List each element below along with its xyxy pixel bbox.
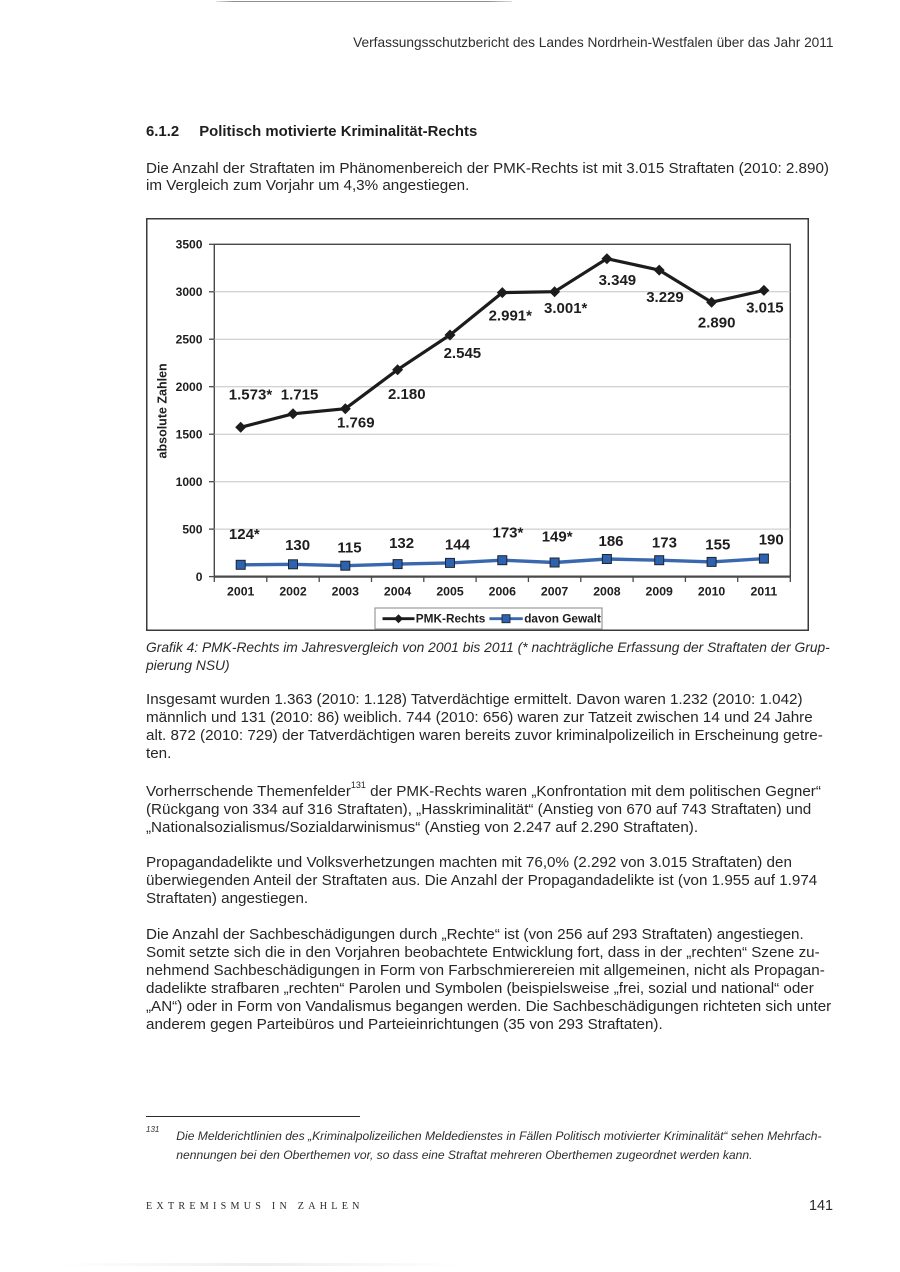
svg-text:1500: 1500 (176, 428, 203, 442)
svg-text:absolute Zahlen: absolute Zahlen (156, 363, 170, 458)
svg-text:2009: 2009 (646, 585, 674, 599)
svg-text:PMK-Rechts: PMK-Rechts (416, 612, 486, 626)
svg-text:3.349: 3.349 (599, 272, 637, 289)
svg-text:149*: 149* (542, 529, 573, 546)
svg-text:2.180: 2.180 (388, 386, 426, 403)
svg-text:144: 144 (445, 536, 471, 553)
svg-text:2011: 2011 (751, 585, 778, 599)
svg-text:2010: 2010 (698, 585, 726, 599)
svg-text:davon Gewalt: davon Gewalt (524, 612, 601, 626)
svg-text:3.015: 3.015 (746, 300, 784, 317)
svg-text:2006: 2006 (489, 585, 517, 599)
svg-text:2007: 2007 (541, 585, 569, 599)
svg-text:500: 500 (182, 523, 202, 537)
svg-text:2.890: 2.890 (698, 314, 736, 331)
svg-text:0: 0 (196, 570, 203, 584)
svg-text:2500: 2500 (176, 333, 203, 347)
svg-text:124*: 124* (229, 526, 260, 543)
svg-text:186: 186 (599, 533, 624, 550)
svg-text:132: 132 (389, 535, 414, 552)
svg-text:2002: 2002 (279, 585, 307, 599)
svg-text:1000: 1000 (176, 475, 203, 489)
svg-text:2.991*: 2.991* (489, 308, 533, 325)
svg-text:2.545: 2.545 (444, 345, 482, 362)
svg-text:155: 155 (705, 536, 730, 553)
svg-text:1.715: 1.715 (281, 387, 319, 404)
svg-text:3.001*: 3.001* (544, 300, 588, 317)
svg-text:173*: 173* (493, 525, 524, 542)
svg-text:3500: 3500 (176, 238, 203, 252)
svg-text:1.769: 1.769 (337, 415, 375, 432)
svg-text:173: 173 (652, 535, 677, 552)
svg-text:115: 115 (337, 540, 361, 557)
svg-text:2005: 2005 (436, 585, 464, 599)
svg-text:190: 190 (759, 531, 784, 548)
svg-text:2000: 2000 (176, 380, 203, 394)
svg-text:2003: 2003 (332, 585, 360, 599)
svg-text:2004: 2004 (384, 585, 412, 599)
svg-text:3000: 3000 (176, 285, 203, 299)
svg-text:2008: 2008 (593, 585, 621, 599)
svg-text:130: 130 (285, 537, 310, 554)
svg-text:1.573*: 1.573* (229, 387, 273, 404)
svg-text:2001: 2001 (227, 585, 255, 599)
svg-text:3.229: 3.229 (646, 289, 684, 306)
